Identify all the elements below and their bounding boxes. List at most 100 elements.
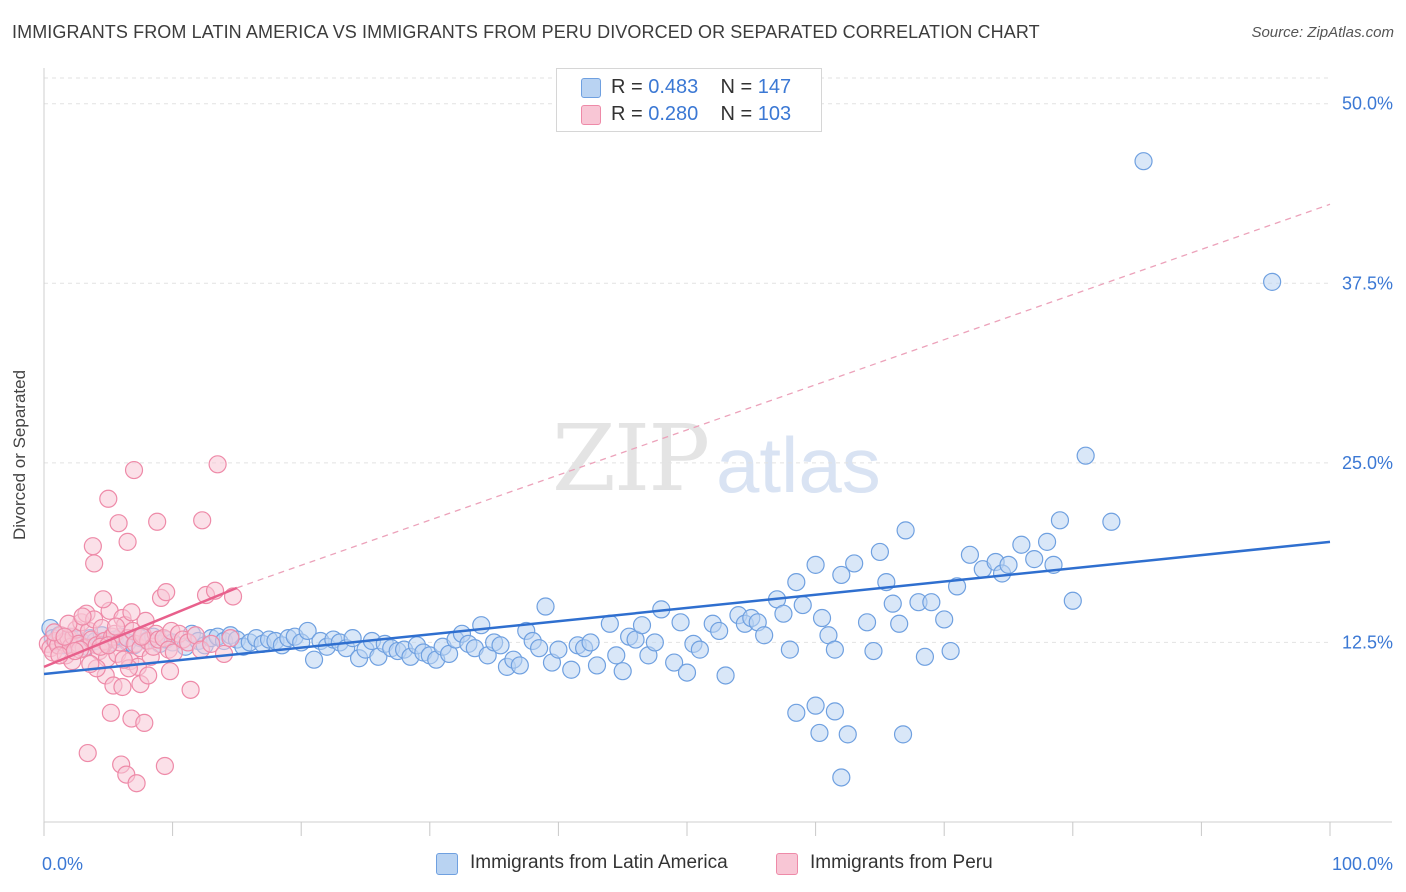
point-latin-america: [1025, 550, 1044, 569]
point-latin-america: [1102, 512, 1121, 531]
point-latin-america: [1012, 535, 1031, 554]
point-peru: [160, 662, 180, 681]
x-tick-label: 0.0%: [42, 854, 83, 874]
point-latin-america: [510, 656, 529, 675]
point-peru: [99, 489, 118, 508]
point-latin-america: [710, 621, 729, 641]
point-latin-america: [755, 626, 774, 645]
point-peru: [221, 629, 240, 648]
point-peru: [157, 583, 176, 602]
point-latin-america: [491, 636, 510, 655]
point-peru: [193, 511, 212, 530]
point-latin-america: [893, 725, 913, 744]
point-latin-america: [645, 633, 664, 652]
point-latin-america: [787, 572, 806, 592]
point-latin-america: [806, 555, 825, 574]
y-tick-label: 50.0%: [1342, 94, 1393, 114]
legend-r-label: R =: [611, 103, 649, 125]
point-latin-america: [607, 646, 626, 665]
bottom-legend-swatch-peru: [776, 853, 798, 875]
point-latin-america: [941, 641, 960, 661]
point-latin-america: [793, 595, 812, 615]
trendline-peru-extension: [236, 203, 1331, 589]
point-latin-america: [304, 650, 324, 669]
x-tick-label: 100.0%: [1332, 854, 1393, 874]
y-tick-label: 37.5%: [1342, 273, 1393, 293]
bottom-legend-swatch-latin-america: [436, 853, 458, 875]
trendline-latin-america: [43, 540, 1331, 676]
point-peru: [83, 537, 102, 556]
point-latin-america: [838, 725, 857, 744]
point-latin-america: [845, 554, 864, 573]
point-peru: [109, 514, 128, 533]
point-peru: [73, 607, 92, 626]
legend-r-label: R =: [611, 76, 649, 98]
point-latin-america: [549, 640, 568, 659]
point-latin-america: [890, 614, 909, 633]
legend-n-label: N =: [720, 103, 758, 125]
point-latin-america: [1050, 511, 1070, 530]
point-latin-america: [999, 555, 1018, 574]
point-latin-america: [935, 610, 954, 629]
point-latin-america: [870, 542, 890, 562]
point-peru: [78, 743, 97, 763]
point-peru: [113, 677, 132, 697]
point-latin-america: [472, 616, 491, 635]
legend-n-value: 103: [757, 103, 792, 125]
point-latin-america: [600, 614, 619, 633]
point-latin-america: [530, 639, 549, 658]
point-latin-america: [632, 616, 652, 635]
point-latin-america: [825, 640, 844, 659]
point-peru: [132, 627, 151, 646]
bottom-legend-label-peru: Immigrants from Peru: [810, 852, 993, 873]
point-latin-america: [677, 663, 697, 682]
y-tick-label: 25.0%: [1342, 453, 1393, 473]
point-peru: [114, 650, 133, 669]
point-latin-america: [960, 545, 980, 564]
point-latin-america: [857, 613, 877, 632]
point-peru: [139, 666, 158, 685]
point-latin-america: [1134, 152, 1153, 171]
legend-n-label: N =: [720, 76, 758, 98]
point-peru: [202, 634, 221, 653]
point-peru: [118, 532, 137, 551]
trendline-peru: [43, 586, 238, 669]
point-peru: [135, 713, 154, 732]
legend-r-value: 0.280: [648, 103, 699, 125]
y-tick-label: 12.5%: [1342, 632, 1393, 652]
chart-title: IMMIGRANTS FROM LATIN AMERICA VS IMMIGRA…: [12, 22, 1040, 42]
point-latin-america: [690, 640, 709, 659]
legend-swatch-peru: [581, 105, 601, 125]
point-peru: [101, 703, 120, 722]
point-latin-america: [613, 662, 632, 681]
chart-source: Source: ZipAtlas.com: [1251, 24, 1394, 41]
point-peru: [127, 774, 146, 793]
watermark-atlas: atlas: [716, 421, 881, 509]
legend-swatch-latin-america: [581, 78, 601, 98]
point-latin-america: [825, 702, 844, 721]
point-latin-america: [716, 666, 735, 685]
point-latin-america: [1263, 272, 1282, 291]
point-peru: [122, 603, 141, 622]
point-peru: [148, 512, 167, 531]
legend-r-value: 0.483: [648, 76, 699, 98]
point-latin-america: [896, 521, 915, 540]
point-latin-america: [780, 640, 799, 659]
legend-n-value: 147: [757, 76, 792, 98]
point-latin-america: [832, 565, 851, 585]
point-latin-america: [1063, 591, 1082, 610]
point-latin-america: [298, 621, 317, 641]
point-latin-america: [1076, 446, 1095, 465]
bottom-legend-label-latin-america: Immigrants from Latin America: [470, 852, 728, 873]
point-latin-america: [864, 641, 883, 661]
point-peru: [181, 680, 200, 699]
point-latin-america: [810, 723, 829, 743]
point-latin-america: [806, 696, 825, 715]
point-latin-america: [581, 633, 600, 652]
point-latin-america: [536, 597, 555, 616]
point-latin-america: [787, 703, 806, 722]
point-peru: [155, 756, 174, 776]
point-peru: [124, 460, 144, 480]
point-peru: [55, 627, 74, 646]
point-latin-america: [832, 768, 851, 787]
